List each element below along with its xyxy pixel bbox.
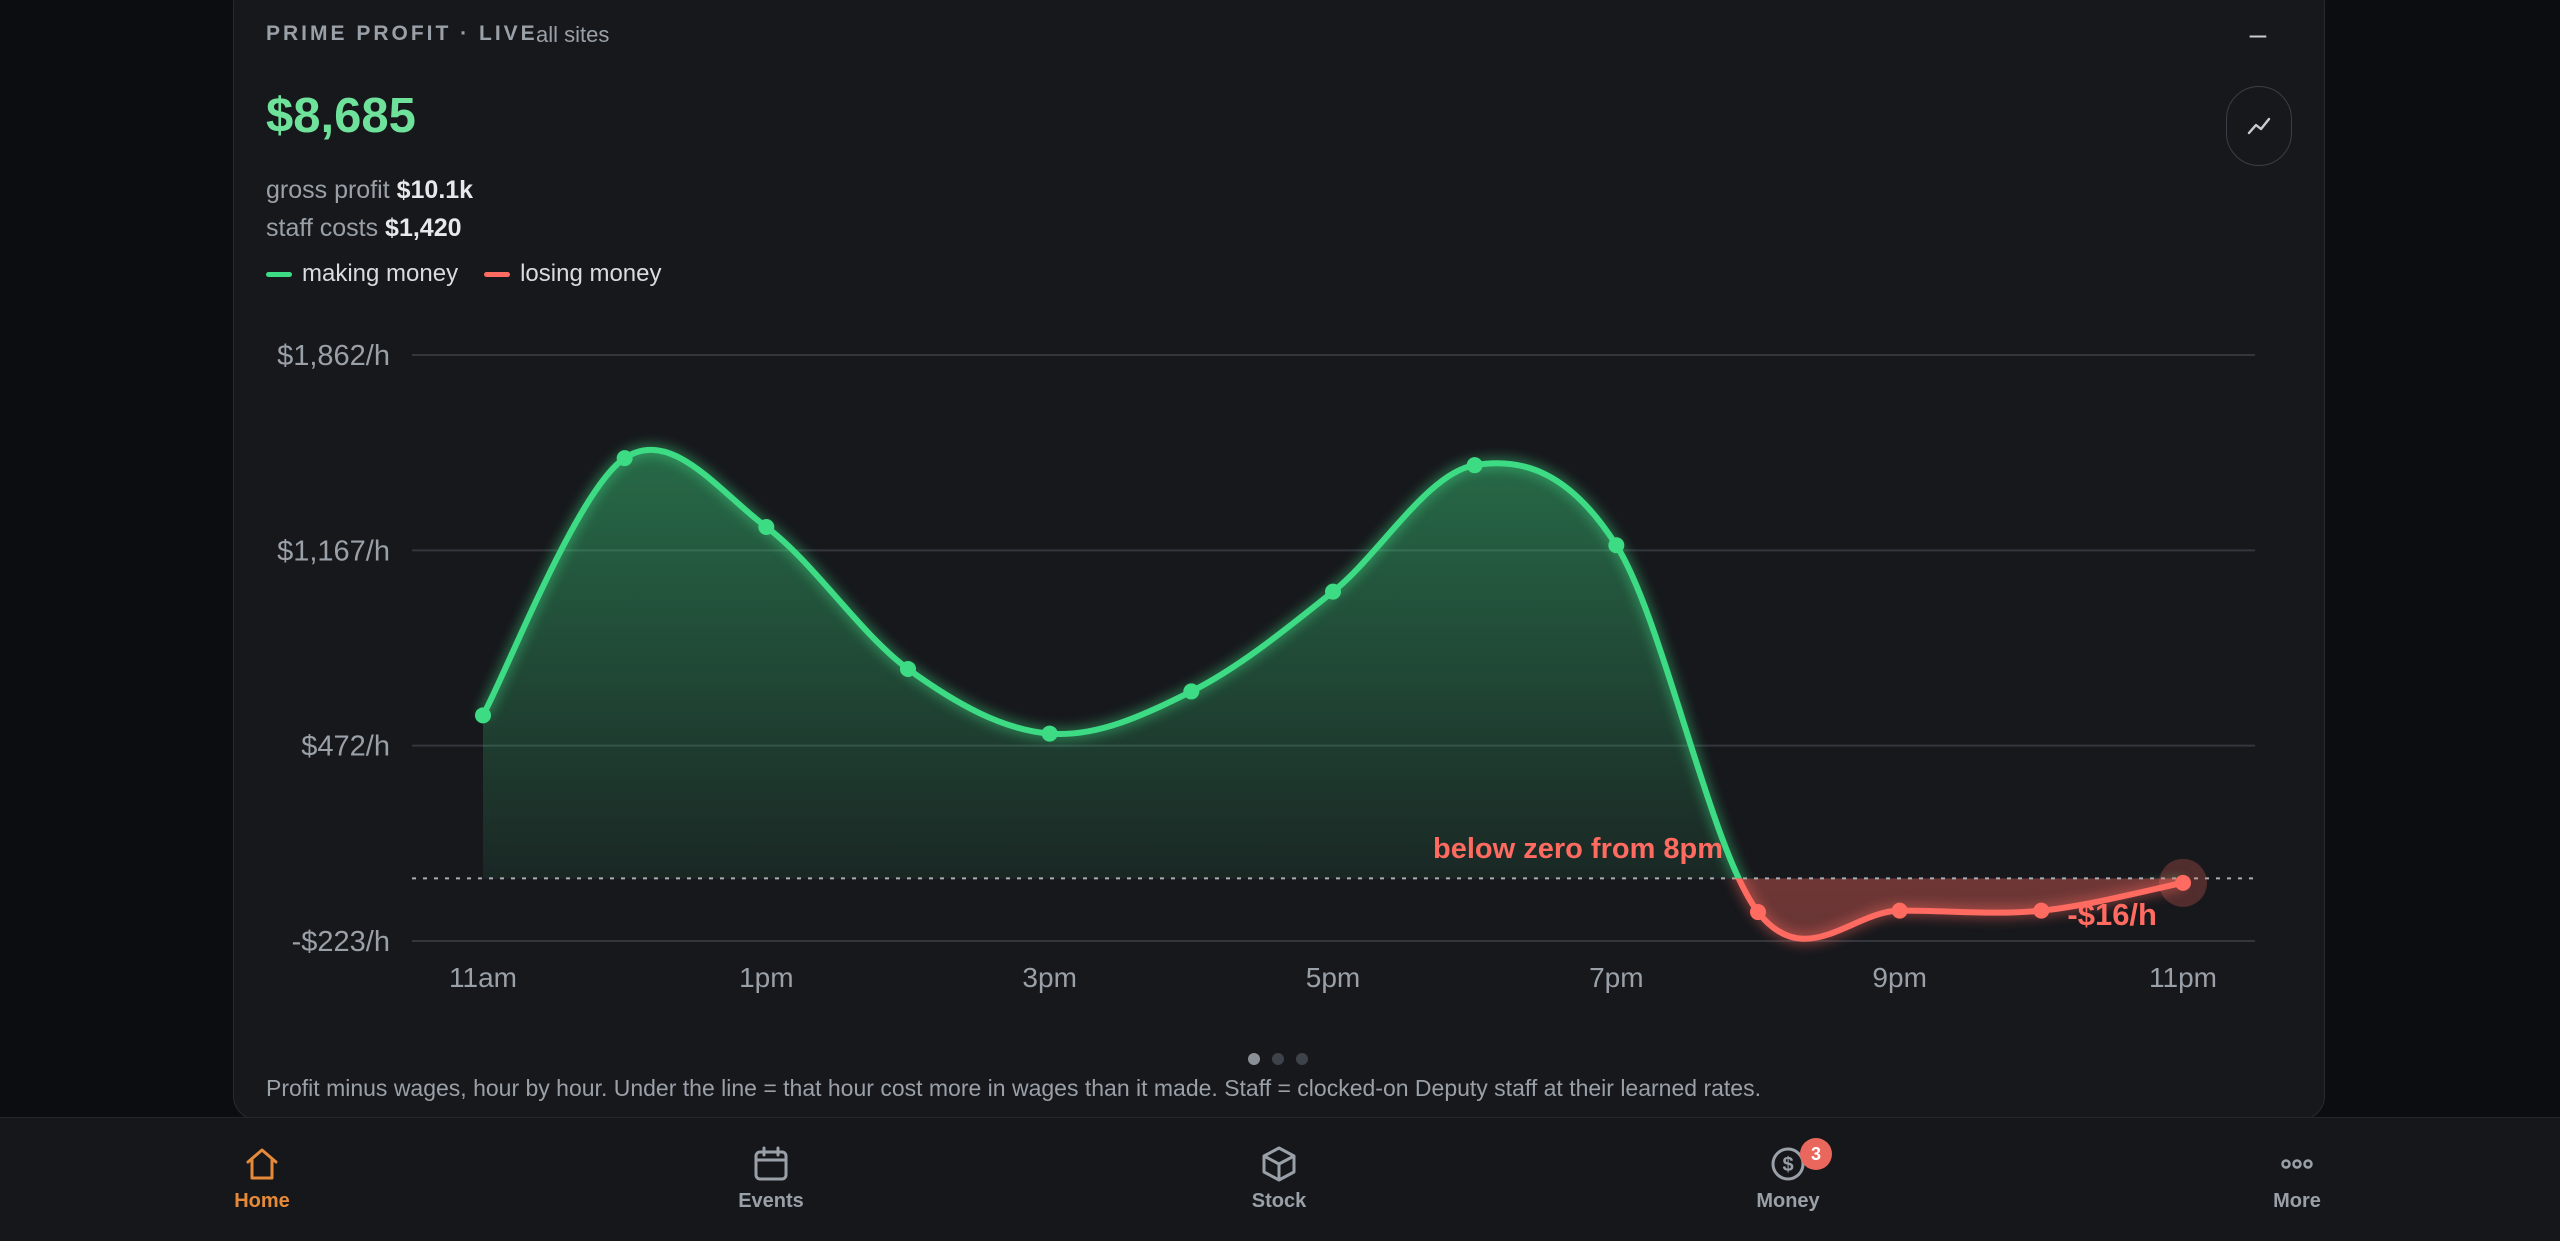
staff-costs-row: staff costs $1,420 xyxy=(266,214,462,243)
scope-label: all sites xyxy=(536,22,610,47)
data-point xyxy=(1608,537,1625,554)
legend-item-making: making money xyxy=(266,260,458,288)
legend-swatch-making xyxy=(266,271,292,277)
gross-profit-row: gross profit $10.1k xyxy=(266,176,473,205)
data-point xyxy=(616,450,633,467)
below-zero-annotation: below zero from 8pm xyxy=(1433,833,1723,865)
card-title: PRIME PROFIT · LIVE xyxy=(266,22,538,45)
data-point xyxy=(2175,874,2191,891)
x-tick-label: 5pm xyxy=(1306,962,1360,993)
y-tick-label: -$223/h xyxy=(292,926,390,958)
money-badge: 3 xyxy=(1800,1138,1832,1170)
x-tick-label: 1pm xyxy=(739,962,793,993)
data-point xyxy=(2033,902,2050,919)
data-point xyxy=(1183,683,1200,700)
bottom-nav: Home Events Stock $ 3 Money More xyxy=(0,1117,2560,1241)
legend-label-making: making money xyxy=(302,260,459,287)
chart-toggle-button[interactable] xyxy=(2226,86,2292,166)
profit-chart: -$223/h $472/h $1,167/h $1,862/h 11am 1pm 3pm 5… xyxy=(277,340,2255,993)
x-tick-label: 9pm xyxy=(1872,962,1926,993)
home-icon xyxy=(246,1148,278,1180)
positive-area xyxy=(483,450,1739,879)
nav-home[interactable]: Home xyxy=(182,1144,342,1213)
chart-footnote: Profit minus wages, hour by hour. Under … xyxy=(266,1075,1761,1101)
nav-money[interactable]: $ 3 Money xyxy=(1708,1138,1868,1213)
page-dot[interactable] xyxy=(1296,1053,1308,1065)
staff-costs-value: $1,420 xyxy=(385,214,462,242)
x-tick-label: 7pm xyxy=(1589,962,1643,993)
chart-legend: making money losing money xyxy=(266,260,688,288)
more-dots-icon xyxy=(2281,1159,2313,1169)
data-point xyxy=(1325,583,1341,600)
nav-more-label: More xyxy=(2273,1190,2321,1212)
data-point xyxy=(1891,902,1908,919)
box-icon xyxy=(1262,1146,1296,1182)
x-tick-label: 11am xyxy=(449,962,517,993)
legend-label-losing: losing money xyxy=(520,260,662,287)
page-dots[interactable] xyxy=(1248,1053,1308,1065)
legend-item-losing: losing money xyxy=(484,260,662,288)
negative-area xyxy=(483,878,2183,939)
nav-more[interactable]: More xyxy=(2217,1144,2377,1213)
data-point xyxy=(758,519,775,536)
last-value-label: -$16/h xyxy=(2067,897,2157,932)
data-point xyxy=(900,660,916,677)
x-tick-label: 11pm xyxy=(2149,962,2217,993)
line-chart-icon xyxy=(2247,117,2271,135)
nav-events-label: Events xyxy=(738,1190,804,1212)
y-tick-label: $472/h xyxy=(301,731,390,763)
data-point xyxy=(475,707,491,724)
gross-profit-label: gross profit xyxy=(266,176,390,204)
nav-stock[interactable]: Stock xyxy=(1199,1144,1359,1213)
gross-profit-value: $10.1k xyxy=(396,176,474,204)
data-point xyxy=(1750,904,1766,921)
x-tick-label: 3pm xyxy=(1022,962,1076,993)
nav-money-label: Money xyxy=(1756,1190,1820,1212)
page-dot[interactable] xyxy=(1248,1053,1260,1065)
data-point xyxy=(1466,457,1483,474)
page-dot[interactable] xyxy=(1272,1053,1284,1065)
staff-costs-label: staff costs xyxy=(266,214,379,242)
data-point xyxy=(1041,725,1058,742)
svg-text:$: $ xyxy=(1782,1154,1793,1176)
collapse-button[interactable]: – xyxy=(2249,18,2267,51)
negative-series-line xyxy=(1735,878,2186,942)
y-tick-label: $1,862/h xyxy=(277,340,390,372)
calendar-icon xyxy=(754,1146,788,1181)
nav-events[interactable]: Events xyxy=(691,1144,851,1213)
nav-stock-label: Stock xyxy=(1251,1190,1307,1212)
y-tick-label: $1,167/h xyxy=(277,535,390,567)
net-profit-value: $8,685 xyxy=(266,89,416,143)
legend-swatch-losing xyxy=(484,271,511,277)
nav-home-label: Home xyxy=(234,1190,290,1212)
